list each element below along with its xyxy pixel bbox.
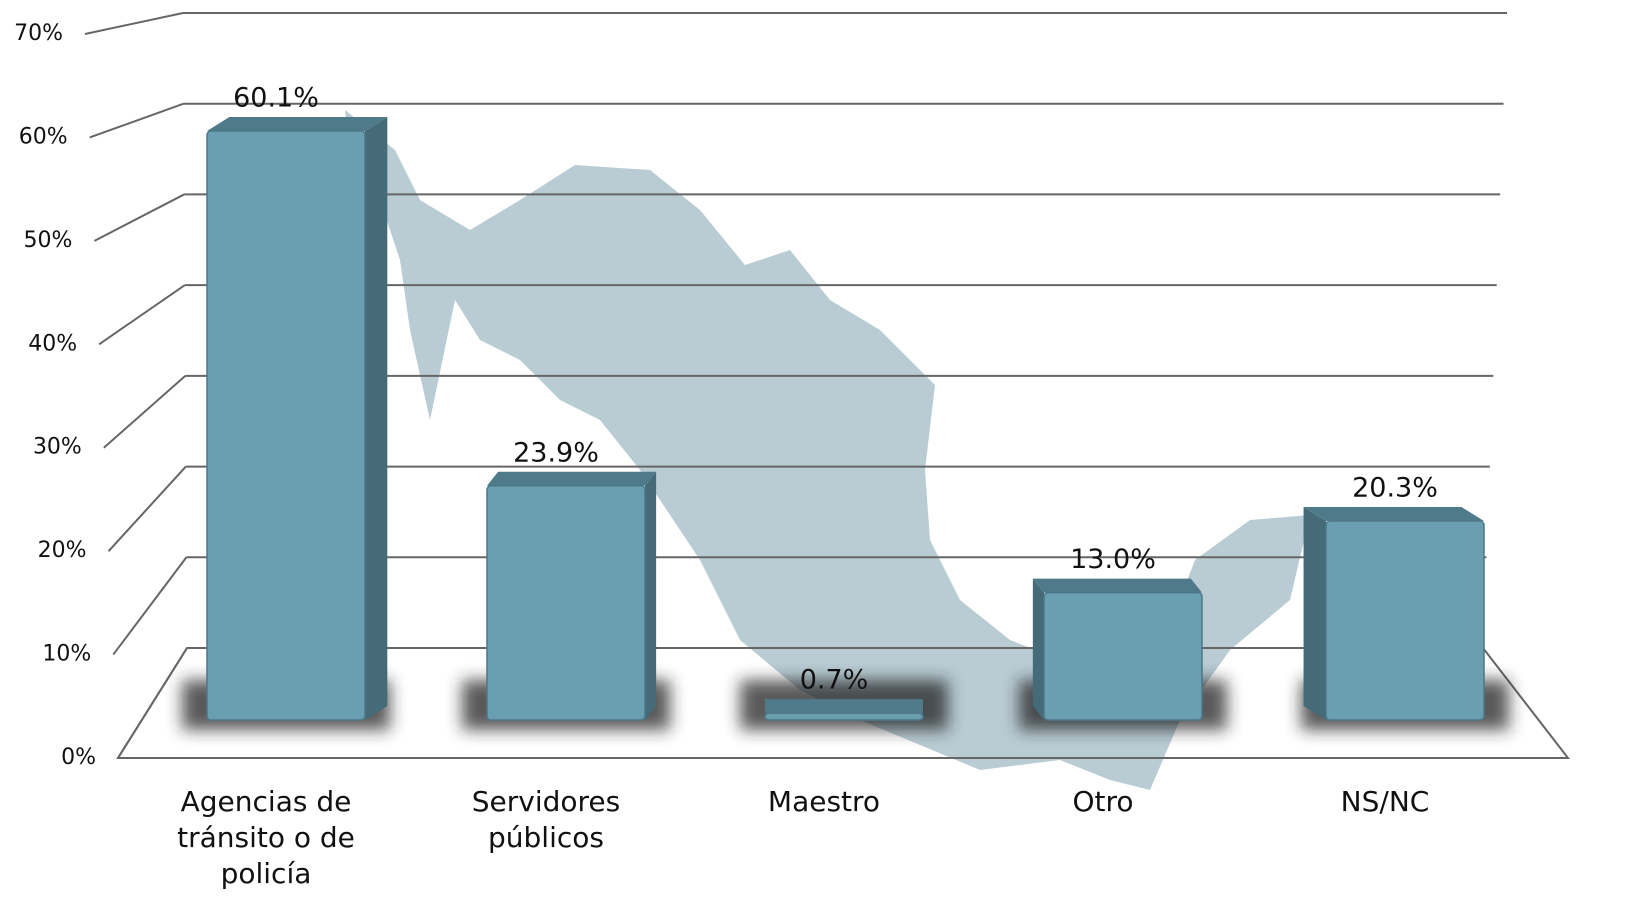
y-tick-label: 10% — [42, 642, 91, 667]
wall-tick-line — [84, 12, 184, 35]
y-tick-label: 20% — [38, 538, 87, 563]
value-label: 20.3% — [1352, 473, 1438, 504]
y-tick-label: 0% — [61, 745, 96, 770]
wall-tick-line — [117, 647, 188, 759]
bar-top — [207, 117, 388, 132]
bar-top — [487, 471, 657, 486]
value-label: 23.9% — [513, 437, 599, 468]
x-tick-label: Agencias de tránsito o de policía — [177, 785, 355, 890]
bar-side — [1032, 578, 1044, 720]
y-tick-label: 50% — [24, 228, 73, 253]
bar-top — [1303, 507, 1484, 522]
bar — [1043, 591, 1203, 721]
y-tick-label: 30% — [33, 435, 82, 460]
value-label: 60.1% — [233, 83, 319, 114]
bar — [206, 130, 366, 721]
x-tick-label: Servidores públicos — [471, 785, 621, 854]
background-map — [345, 110, 1310, 790]
y-tick-label: 70% — [14, 21, 63, 46]
x-tick-label: NS/NC — [1340, 785, 1430, 818]
bar-side — [365, 117, 388, 720]
bar — [764, 712, 924, 721]
bar-top — [1032, 578, 1202, 593]
y-tick-label: 40% — [28, 331, 77, 356]
wall-tick-line — [107, 465, 187, 552]
wall-tick-line — [93, 193, 185, 242]
x-tick-label: Maestro — [767, 785, 881, 818]
wall-tick-line — [89, 102, 184, 139]
bar-top — [765, 699, 923, 714]
bar — [486, 485, 646, 721]
value-label: 0.7% — [800, 665, 869, 696]
wall-tick-line — [103, 375, 186, 449]
bar-side — [645, 471, 657, 720]
wall-tick-line — [112, 556, 188, 656]
bar — [1325, 520, 1485, 721]
value-label: 13.0% — [1070, 544, 1156, 575]
bar-side — [1303, 507, 1326, 720]
y-tick-label: 60% — [19, 124, 68, 149]
x-tick-label: Otro — [1072, 785, 1134, 818]
wall-tick-line — [98, 284, 186, 346]
